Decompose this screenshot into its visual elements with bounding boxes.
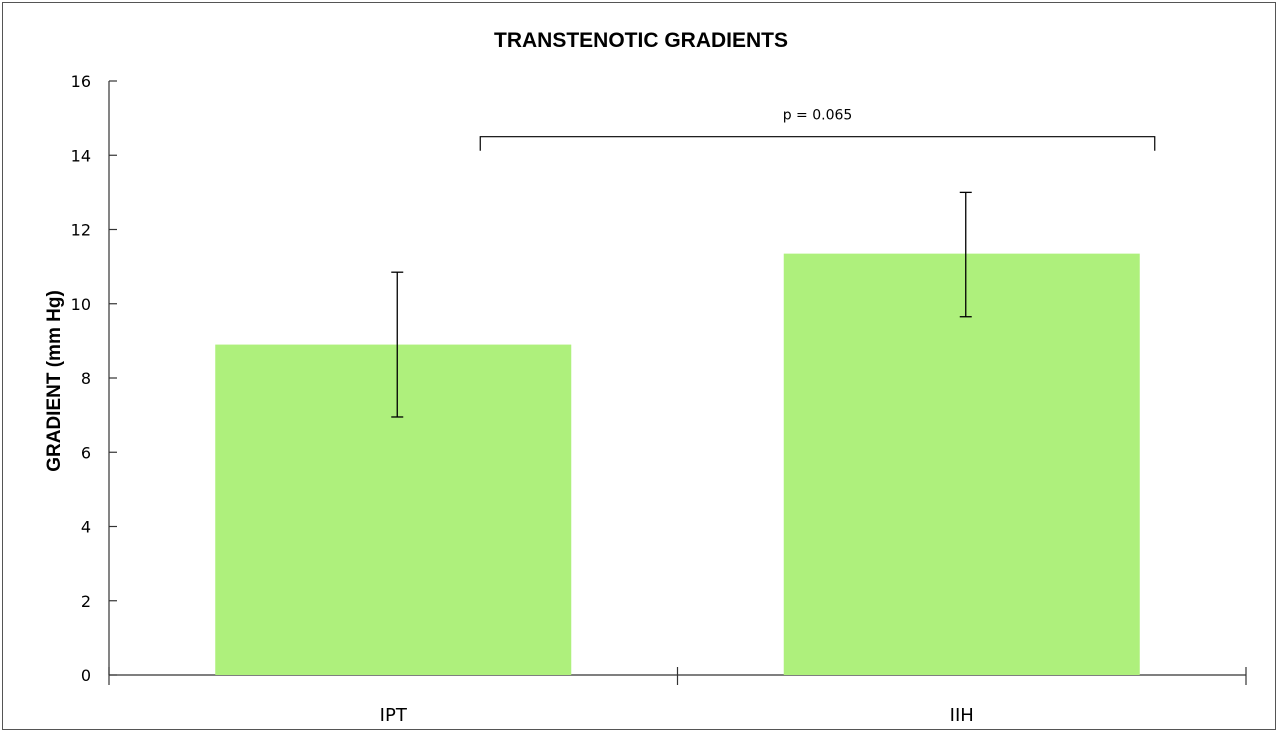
bars [215, 253, 1140, 675]
y-tick-label: 16 [71, 72, 91, 91]
bar-chart: TRANSTENOTIC GRADIENTS GRADIENT (mm Hg) … [44, 29, 1247, 726]
chart-title: TRANSTENOTIC GRADIENTS [494, 29, 788, 52]
y-axis-label: GRADIENT (mm Hg) [44, 290, 65, 472]
y-tick-label: 8 [81, 369, 91, 388]
error-bars [391, 191, 972, 418]
significance-annotation: p = 0.065 [479, 108, 1156, 151]
x-tick-label: IIH [950, 705, 974, 726]
x-tick-label: IPT [380, 705, 408, 726]
bar-ipt [215, 344, 572, 675]
y-tick-label: 14 [71, 146, 91, 165]
significance-bracket [479, 136, 1156, 151]
y-tick-label: 12 [71, 221, 91, 240]
y-tick-label: 10 [71, 295, 91, 314]
y-tick-label: 2 [81, 592, 91, 611]
bar-iih [783, 253, 1140, 675]
y-tick-label: 6 [81, 443, 91, 462]
y-tick-label: 0 [81, 666, 91, 685]
y-tick-label: 4 [81, 518, 91, 537]
p-value-label: p = 0.065 [783, 108, 853, 124]
